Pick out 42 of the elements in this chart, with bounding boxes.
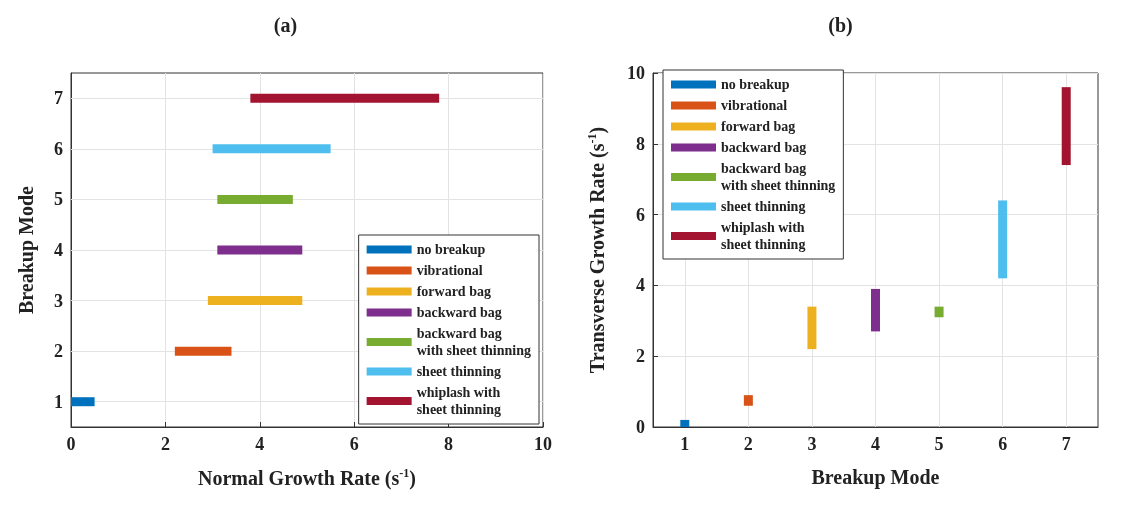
legend-label: no breakup [416, 242, 486, 257]
y-tick-label: 0 [636, 417, 645, 437]
y-tick-label: 5 [54, 189, 63, 210]
x-axis-title: Breakup Mode [811, 466, 940, 489]
legend-label: sheet thinning [721, 199, 806, 214]
y-axis-title: Breakup Mode [15, 185, 38, 314]
legend-label: no breakup [721, 77, 790, 92]
y-tick-label: 2 [636, 346, 645, 367]
y-tick-label: 4 [54, 240, 63, 260]
x-tick-label: 2 [160, 434, 170, 454]
legend-label: backward bag [416, 305, 502, 320]
y-tick-label: 4 [636, 275, 645, 296]
y-tick-label: 10 [627, 63, 645, 83]
legend-label: forward bag [416, 284, 491, 299]
legend-label: whiplash with sheet thinning [721, 220, 806, 252]
x-tick-label: 3 [807, 434, 817, 454]
y-tick-label: 6 [636, 204, 645, 225]
y-tick-label: 6 [54, 138, 63, 159]
y-axis-title: Transverse Growth Rate (s-1) [585, 126, 609, 374]
x-tick-label: 6 [998, 434, 1008, 454]
x-tick-label: 6 [349, 434, 359, 454]
legend-label: forward bag [721, 119, 796, 134]
chart-title: (a) [273, 14, 298, 37]
y-tick-label: 8 [636, 133, 645, 154]
x-tick-label: 2 [743, 434, 753, 454]
x-tick-label: 4 [255, 434, 265, 454]
x-tick-label: 1 [680, 434, 690, 454]
x-tick-label: 8 [444, 434, 454, 454]
chart-title: (b) [828, 14, 853, 37]
y-tick-label: 3 [54, 290, 63, 311]
x-tick-label: 4 [871, 434, 880, 454]
x-tick-label: 5 [934, 434, 944, 454]
y-tick-label: 1 [54, 391, 63, 412]
legend-label: vibrational [721, 98, 788, 113]
legend-label: vibrational [416, 263, 483, 278]
x-tick-label: 7 [1061, 434, 1071, 454]
legend-label: whiplash with sheet thinning [416, 385, 502, 417]
y-tick-label: 2 [54, 341, 63, 362]
legend-label: sheet thinning [416, 364, 502, 379]
y-tick-label: 7 [54, 88, 63, 109]
x-tick-label: 10 [534, 434, 552, 454]
legend-label: backward bag [721, 140, 807, 155]
